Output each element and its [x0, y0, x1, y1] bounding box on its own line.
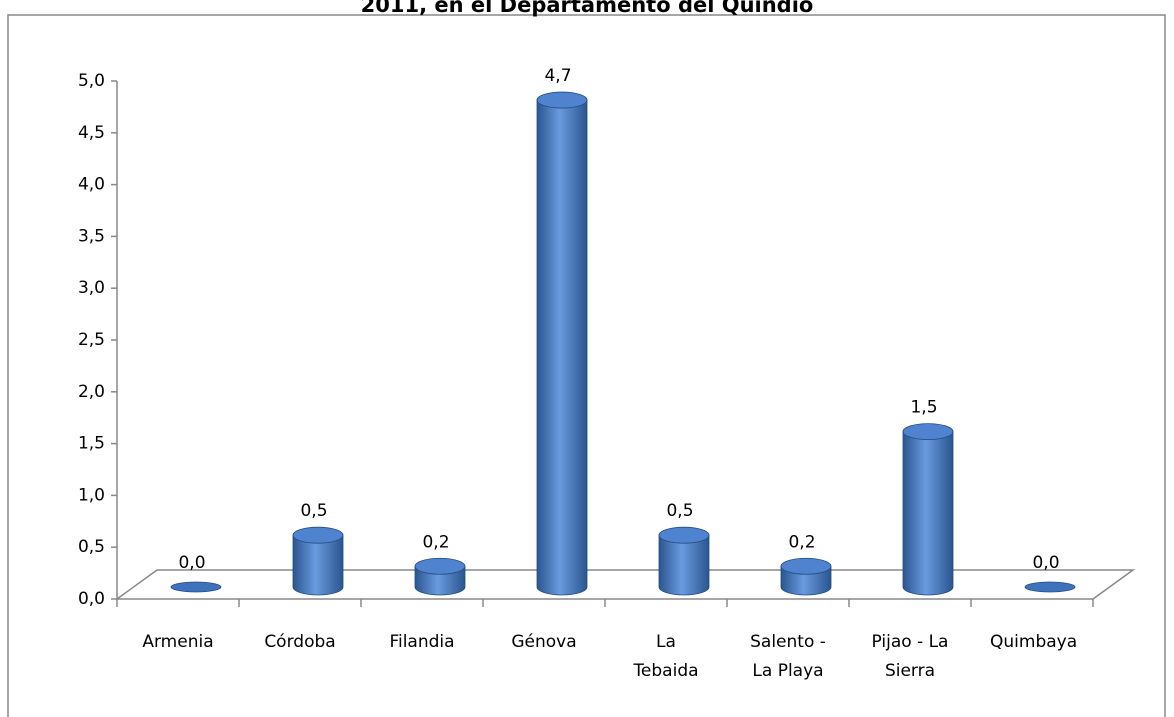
y-tick-label: 0,5 [78, 537, 105, 557]
x-tick-label: Génova [511, 632, 577, 652]
x-tick-label: Pijao - La Sierra [871, 632, 949, 681]
y-tick-label: 1,0 [78, 485, 105, 505]
data-label: 0,0 [178, 553, 205, 573]
bar-top [292, 526, 344, 544]
data-label: 1,5 [910, 398, 937, 418]
bar-top [536, 91, 588, 109]
y-tick-label: 3,5 [78, 226, 105, 246]
y-tick-label: 2,5 [78, 330, 105, 350]
chart-title: 2011, en el Departamento del Quindío [361, 0, 814, 17]
bar-top [414, 557, 466, 575]
x-tick-label: Filandia [389, 632, 455, 652]
y-tick-label: 3,0 [78, 278, 105, 298]
bar [536, 99, 588, 596]
x-tick-label: Armenia [142, 632, 214, 652]
y-tick-label: 5,0 [78, 71, 105, 91]
data-label: 0,0 [1032, 553, 1059, 573]
bar [1024, 581, 1076, 593]
bar [170, 581, 222, 593]
floor [116, 569, 1136, 600]
y-tick-label: 4,0 [78, 175, 105, 195]
bar [902, 431, 954, 596]
y-tick-label: 2,0 [78, 382, 105, 402]
bar [292, 534, 344, 596]
x-tick-label: Quimbaya [990, 632, 1078, 652]
bar [658, 534, 710, 596]
x-tick-label: Salento - La Playa [750, 632, 826, 681]
data-label: 0,2 [422, 532, 449, 552]
data-label: 4,7 [544, 66, 571, 86]
y-tick-label: 4,5 [78, 123, 105, 143]
data-label: 0,5 [666, 501, 693, 521]
bar-top [902, 423, 954, 441]
chart-border [7, 14, 1166, 717]
y-tick-label: 0,0 [78, 589, 105, 609]
data-label: 0,2 [788, 532, 815, 552]
x-tick-label: La Tebaida [633, 632, 699, 681]
y-tick-label: 1,5 [78, 434, 105, 454]
bar-top [658, 526, 710, 544]
data-label: 0,5 [300, 501, 327, 521]
x-tick-label: Córdoba [264, 632, 336, 652]
bar-top [780, 557, 832, 575]
